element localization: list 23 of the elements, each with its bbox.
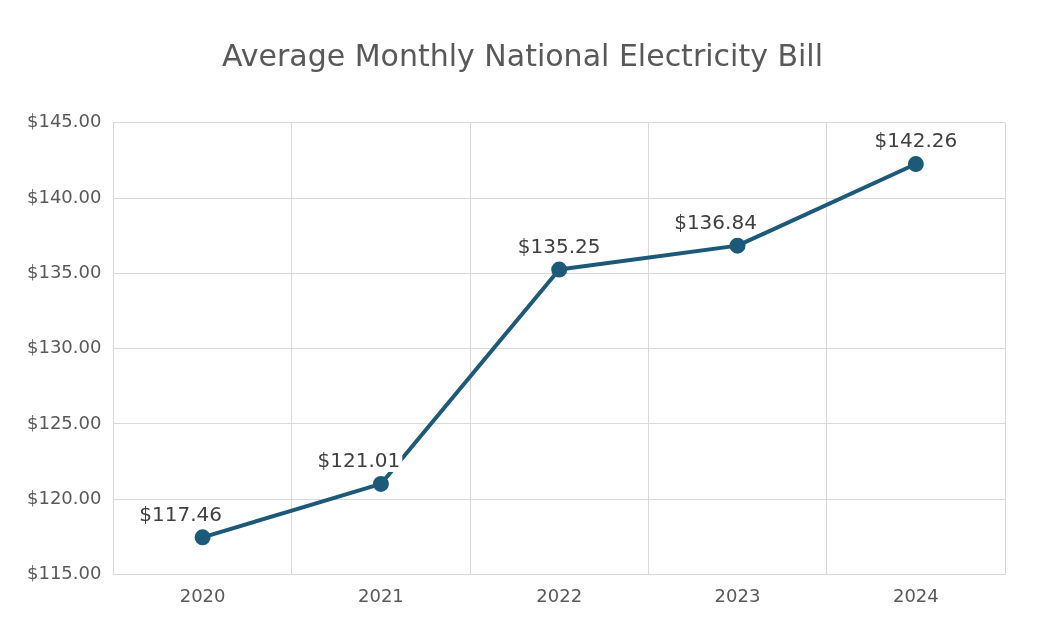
x-tick-label: 2020 [179,584,226,606]
y-tick-label: $145.00 [27,110,102,132]
y-tick-label: $125.00 [27,411,102,433]
y-tick-label: $135.00 [27,261,102,283]
y-tick-label: $140.00 [27,185,102,207]
y-tick-label: $130.00 [27,336,102,358]
data-label: $117.46 [139,501,222,526]
data-label: $142.26 [874,128,958,153]
data-label: $135.25 [517,233,601,258]
x-tick-label: 2021 [358,584,404,606]
data-label: $136.84 [674,209,757,234]
data-label: $121.01 [317,448,401,473]
chart-title: Average Monthly National Electricity Bill [220,38,825,73]
point [729,237,746,254]
x-tick-label: 2024 [892,584,939,606]
point [372,475,389,492]
x-tick-label: 2023 [714,584,761,606]
point [194,529,211,546]
x-tick-label: 2022 [536,584,583,606]
point [907,156,924,173]
y-tick-label: $120.00 [27,486,102,508]
y-tick-label: $115.00 [27,562,102,584]
point [551,261,568,278]
